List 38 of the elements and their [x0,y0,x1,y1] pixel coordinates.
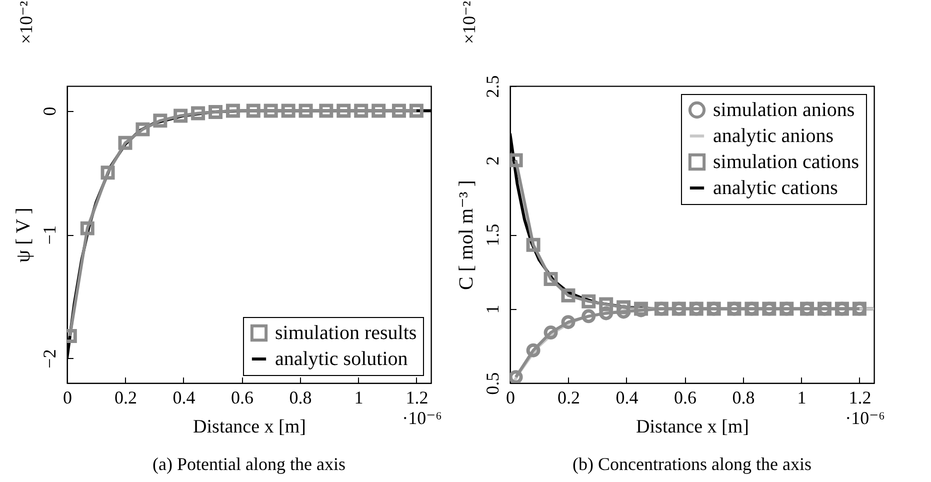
text: ·10⁻⁶ [845,408,885,428]
text: ·10⁻⁶ [402,408,442,428]
x-tick-label: 1 [354,388,364,408]
x-tick-label: 0.2 [557,388,580,408]
x-axis-title: Distance x [m] [636,416,749,438]
y-axis-title: C [ mol m⁻³ ] [456,180,478,290]
y-tick-label: 0 [40,106,60,116]
x-tick-label: 1.2 [406,388,428,408]
legend-label: simulation cations [713,151,860,173]
legend-label: simulation results [275,322,417,344]
x-tick-label: 0.4 [172,388,196,408]
y-tick-label: 1 [482,304,502,314]
x-tick-label: 0.6 [230,388,254,408]
y-tick-label: −1 [40,225,60,245]
text: (a) Potential along the axis [152,454,346,474]
y-tick-label: 0.5 [482,372,502,395]
text: ×10⁻² [16,0,36,44]
legend-label: analytic cations [713,177,838,199]
x-tick-label: 0 [63,388,72,408]
text: (b) Concentrations along the axis [572,454,812,474]
y-tick-label: 2 [482,156,502,166]
x-tick-label: 1.2 [848,388,872,408]
legend-label: simulation anions [713,99,855,121]
x-axis-title: Distance x [m] [193,416,306,438]
text: ×10⁻² [459,0,479,44]
legend-label: analytic anions [713,125,834,147]
x-tick-label: 0.2 [114,388,137,408]
y-axis-title: ψ [ V ] [12,208,34,262]
legend-label: analytic solution [275,348,408,370]
x-tick-label: 0.6 [674,388,696,408]
y-tick-label: −2 [40,349,60,368]
y-tick-label: 1.5 [482,224,502,246]
x-tick-label: 0.4 [616,388,638,408]
x-tick-label: 1 [797,388,806,408]
x-tick-label: 0.8 [732,388,755,408]
x-tick-label: 0 [506,388,515,408]
x-tick-label: 0.8 [289,388,312,408]
y-tick-label: 2.5 [482,75,502,98]
